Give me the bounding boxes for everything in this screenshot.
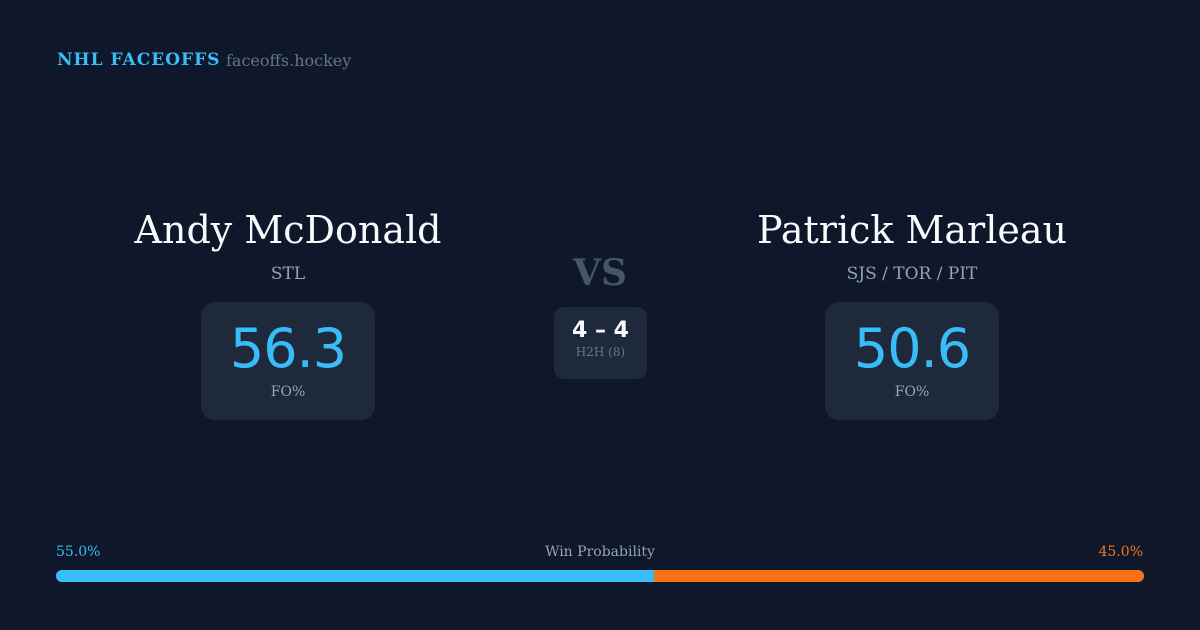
- brand-title: NHL FACEOFFS: [57, 50, 221, 70]
- win-probability-label: Win Probability: [545, 544, 655, 560]
- player1-panel: Andy McDonald STL 56.3 FO%: [68, 208, 508, 420]
- h2h-label: H2H (8): [575, 345, 626, 359]
- player2-panel: Patrick Marleau SJS / TOR / PIT 50.6 FO%: [692, 208, 1132, 420]
- player1-win-pct: 55.0%: [56, 544, 101, 560]
- player1-name: Andy McDonald: [134, 208, 442, 252]
- player2-name: Patrick Marleau: [757, 208, 1067, 252]
- vs-label: VS: [573, 252, 627, 294]
- site-domain: faceoffs.hockey: [226, 51, 352, 70]
- player2-fo-label: FO%: [894, 384, 930, 400]
- player1-fo-card: 56.3 FO%: [201, 302, 375, 420]
- player2-win-fill: [654, 570, 1144, 582]
- player2-win-pct: 45.0%: [1098, 544, 1143, 560]
- player2-fo-card: 50.6 FO%: [825, 302, 999, 420]
- player1-win-fill: [56, 570, 655, 582]
- win-probability-bar: [56, 570, 1144, 582]
- h2h-card: 4 – 4 H2H (8): [554, 307, 647, 379]
- player1-fo-value: 56.3: [229, 317, 347, 380]
- player1-fo-label: FO%: [270, 384, 306, 400]
- h2h-score: 4 – 4: [572, 318, 629, 343]
- player2-fo-value: 50.6: [853, 317, 971, 380]
- player2-team: SJS / TOR / PIT: [846, 264, 978, 284]
- player1-team: STL: [270, 264, 306, 284]
